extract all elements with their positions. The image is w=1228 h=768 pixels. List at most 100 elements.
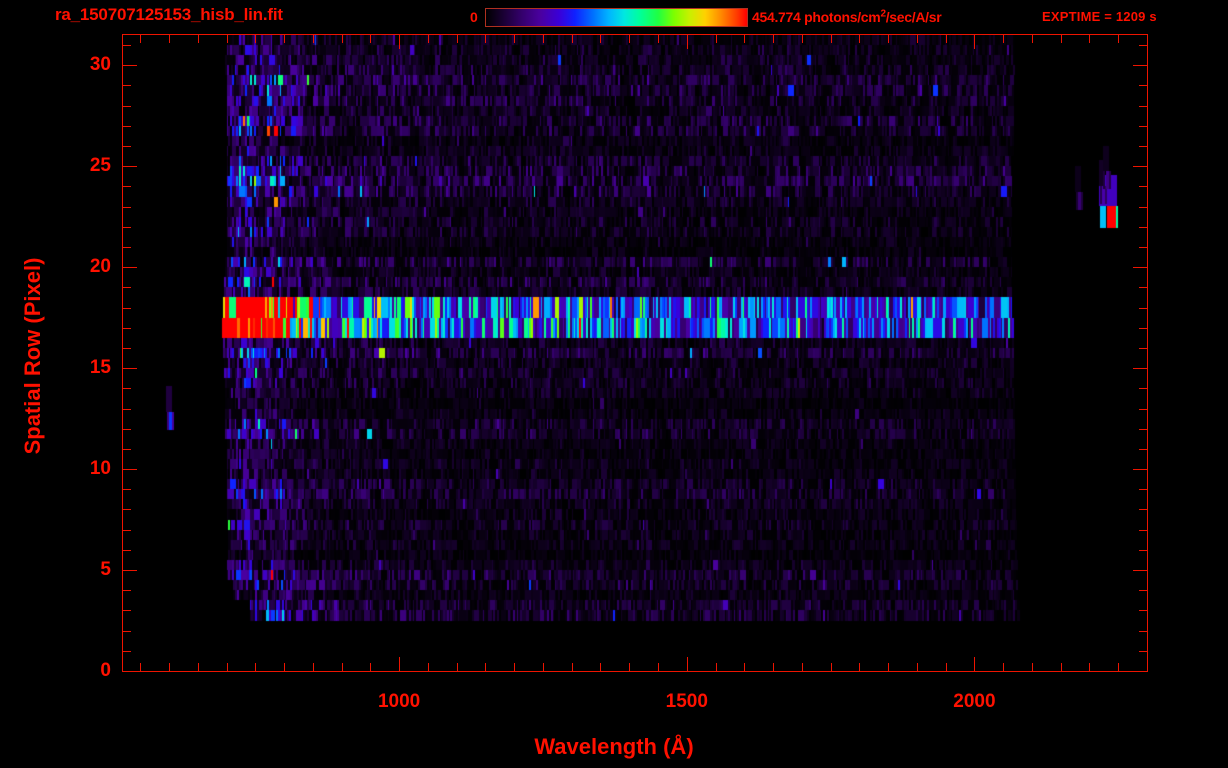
x-minor-tick xyxy=(342,663,343,671)
x-minor-tick xyxy=(140,663,141,671)
x-minor-tick xyxy=(658,35,659,43)
y-minor-tick xyxy=(1139,207,1147,208)
x-minor-tick xyxy=(140,35,141,43)
plot-frame xyxy=(122,34,1148,672)
colorbar xyxy=(485,8,748,27)
y-minor-tick xyxy=(123,106,131,107)
x-minor-tick xyxy=(428,663,429,671)
y-minor-tick xyxy=(1139,85,1147,86)
x-minor-tick xyxy=(169,663,170,671)
x-minor-tick xyxy=(1089,35,1090,43)
y-minor-tick xyxy=(123,126,131,127)
x-minor-tick xyxy=(1061,35,1062,43)
y-minor-tick xyxy=(1139,186,1147,187)
x-minor-tick xyxy=(716,663,717,671)
y-minor-tick xyxy=(1139,328,1147,329)
y-minor-tick xyxy=(123,287,131,288)
y-major-tick xyxy=(123,469,137,470)
y-major-tick xyxy=(123,570,137,571)
spectrogram-image xyxy=(123,35,1147,671)
x-minor-tick xyxy=(514,663,515,671)
y-minor-tick xyxy=(123,631,131,632)
x-minor-tick xyxy=(1118,663,1119,671)
y-major-tick xyxy=(1133,65,1147,66)
x-minor-tick xyxy=(1089,663,1090,671)
y-tick-label: 15 xyxy=(89,357,111,379)
x-minor-tick xyxy=(946,35,947,43)
y-minor-tick xyxy=(123,227,131,228)
x-minor-tick xyxy=(572,35,573,43)
y-minor-tick xyxy=(123,186,131,187)
y-minor-tick xyxy=(123,328,131,329)
y-minor-tick xyxy=(123,449,131,450)
y-minor-tick xyxy=(123,429,131,430)
y-major-tick xyxy=(1133,267,1147,268)
x-minor-tick xyxy=(600,35,601,43)
y-minor-tick xyxy=(123,651,131,652)
y-major-tick xyxy=(123,166,137,167)
y-minor-tick xyxy=(1139,308,1147,309)
x-minor-tick xyxy=(457,35,458,43)
y-minor-tick xyxy=(1139,126,1147,127)
x-minor-tick xyxy=(802,35,803,43)
x-minor-tick xyxy=(744,663,745,671)
x-minor-tick xyxy=(859,663,860,671)
x-minor-tick xyxy=(600,663,601,671)
y-minor-tick xyxy=(1139,651,1147,652)
x-minor-tick xyxy=(1003,35,1004,43)
y-minor-tick xyxy=(123,45,131,46)
y-minor-tick xyxy=(123,509,131,510)
x-minor-tick xyxy=(198,663,199,671)
colorbar-units-rest: /sec/A/sr xyxy=(885,9,942,25)
x-minor-tick xyxy=(313,663,314,671)
y-minor-tick xyxy=(123,388,131,389)
y-minor-tick xyxy=(1139,449,1147,450)
x-minor-tick xyxy=(227,35,228,43)
y-minor-tick xyxy=(1139,550,1147,551)
y-minor-tick xyxy=(1139,509,1147,510)
y-minor-tick xyxy=(123,348,131,349)
page-title: ra_150707125153_hisb_lin.fit xyxy=(55,5,283,24)
x-minor-tick xyxy=(284,663,285,671)
y-minor-tick xyxy=(1139,348,1147,349)
x-minor-tick xyxy=(802,663,803,671)
y-minor-tick xyxy=(1139,106,1147,107)
x-minor-tick xyxy=(773,35,774,43)
y-minor-tick xyxy=(123,85,131,86)
y-major-tick xyxy=(123,671,137,672)
y-minor-tick xyxy=(123,308,131,309)
x-minor-tick xyxy=(716,35,717,43)
x-minor-tick xyxy=(629,663,630,671)
colorbar-min-label: 0 xyxy=(470,9,478,25)
y-minor-tick xyxy=(1139,489,1147,490)
y-minor-tick xyxy=(1139,146,1147,147)
y-tick-label: 25 xyxy=(89,155,111,177)
y-major-tick xyxy=(1133,368,1147,369)
x-minor-tick xyxy=(255,663,256,671)
x-tick-label: 1500 xyxy=(665,691,708,712)
y-major-tick xyxy=(1133,166,1147,167)
x-minor-tick xyxy=(514,35,515,43)
y-minor-tick xyxy=(123,207,131,208)
y-minor-tick xyxy=(123,247,131,248)
x-minor-tick xyxy=(543,35,544,43)
colorbar-max-label: 454.774 photons/cm2/sec/A/sr xyxy=(752,8,942,25)
y-tick-label: 20 xyxy=(89,256,111,278)
x-minor-tick xyxy=(1032,35,1033,43)
x-minor-tick xyxy=(888,35,889,43)
x-tick-label: 1000 xyxy=(377,691,421,712)
x-minor-tick xyxy=(629,35,630,43)
x-major-tick xyxy=(687,657,688,671)
colorbar-units-exponent: 2 xyxy=(880,8,886,20)
x-minor-tick xyxy=(370,35,371,43)
exptime-label: EXPTIME = 1209 s xyxy=(1042,9,1157,24)
y-minor-tick xyxy=(123,146,131,147)
x-minor-tick xyxy=(169,35,170,43)
y-minor-tick xyxy=(1139,429,1147,430)
y-minor-tick xyxy=(1139,409,1147,410)
y-minor-tick xyxy=(1139,287,1147,288)
y-minor-tick xyxy=(1139,590,1147,591)
x-minor-tick xyxy=(744,35,745,43)
y-tick-label: 0 xyxy=(100,660,111,681)
x-minor-tick xyxy=(888,663,889,671)
